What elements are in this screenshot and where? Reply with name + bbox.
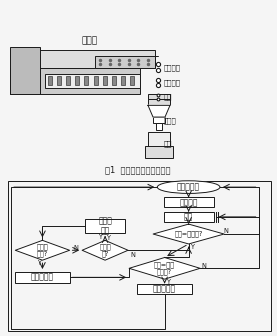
Text: 计数通道: 计数通道 (164, 65, 181, 71)
Bar (57, 76, 61, 85)
Text: 关放料阀门: 关放料阀门 (153, 285, 176, 294)
Bar (10, 47, 40, 94)
Bar (145, 146, 173, 158)
Polygon shape (82, 240, 128, 260)
Text: N: N (130, 252, 135, 258)
Text: Y: Y (37, 260, 41, 266)
Bar (112, 76, 116, 85)
Text: Y: Y (166, 279, 170, 285)
Text: 供料器: 供料器 (82, 37, 98, 45)
Text: Y: Y (106, 235, 110, 241)
Text: 供料器
开动?: 供料器 开动? (37, 243, 48, 257)
Bar (153, 117, 165, 123)
Text: N: N (73, 245, 78, 251)
Bar (75, 76, 79, 85)
Bar (95, 56, 155, 68)
Bar (103, 76, 107, 85)
Bar (15, 272, 70, 283)
Bar (66, 76, 70, 85)
Bar (121, 76, 125, 85)
Text: 图1  落料机构和工序示意图: 图1 落料机构和工序示意图 (105, 165, 171, 174)
Bar (84, 76, 88, 85)
Bar (148, 132, 170, 149)
Text: Y: Y (190, 244, 194, 250)
Polygon shape (153, 224, 224, 244)
Polygon shape (15, 240, 70, 260)
Text: 放料阀门: 放料阀门 (164, 80, 181, 86)
Bar (163, 212, 214, 222)
Bar (130, 76, 134, 85)
Ellipse shape (157, 181, 220, 194)
Text: 总料门
开?: 总料门 开? (99, 243, 111, 257)
Polygon shape (148, 106, 170, 117)
Text: 累计=预数值?: 累计=预数值? (175, 231, 203, 237)
Text: 容器: 容器 (164, 141, 173, 147)
Text: N: N (224, 228, 229, 234)
Text: 累计=预设
装量值?: 累计=预设 装量值? (154, 261, 175, 276)
Text: 总料门: 总料门 (164, 117, 177, 124)
Bar (156, 123, 162, 130)
Bar (148, 94, 170, 99)
Bar (48, 76, 52, 85)
Bar (10, 68, 140, 94)
Bar (85, 219, 125, 233)
Text: 计数: 计数 (184, 212, 193, 221)
Polygon shape (129, 257, 200, 279)
Bar (148, 99, 170, 106)
Bar (163, 198, 214, 207)
Bar (45, 74, 140, 88)
Text: Y: Y (98, 234, 102, 240)
Text: 料斗: 料斗 (164, 94, 173, 100)
Bar (94, 76, 98, 85)
Bar (137, 284, 192, 294)
Bar (25, 50, 155, 68)
Text: 检测信号: 检测信号 (179, 198, 198, 207)
Text: 供料器开动: 供料器开动 (177, 182, 200, 192)
Text: N: N (202, 263, 207, 268)
Text: 供料器
停止: 供料器 停止 (98, 216, 112, 236)
Text: 开放料阀门: 开放料阀门 (31, 273, 54, 282)
